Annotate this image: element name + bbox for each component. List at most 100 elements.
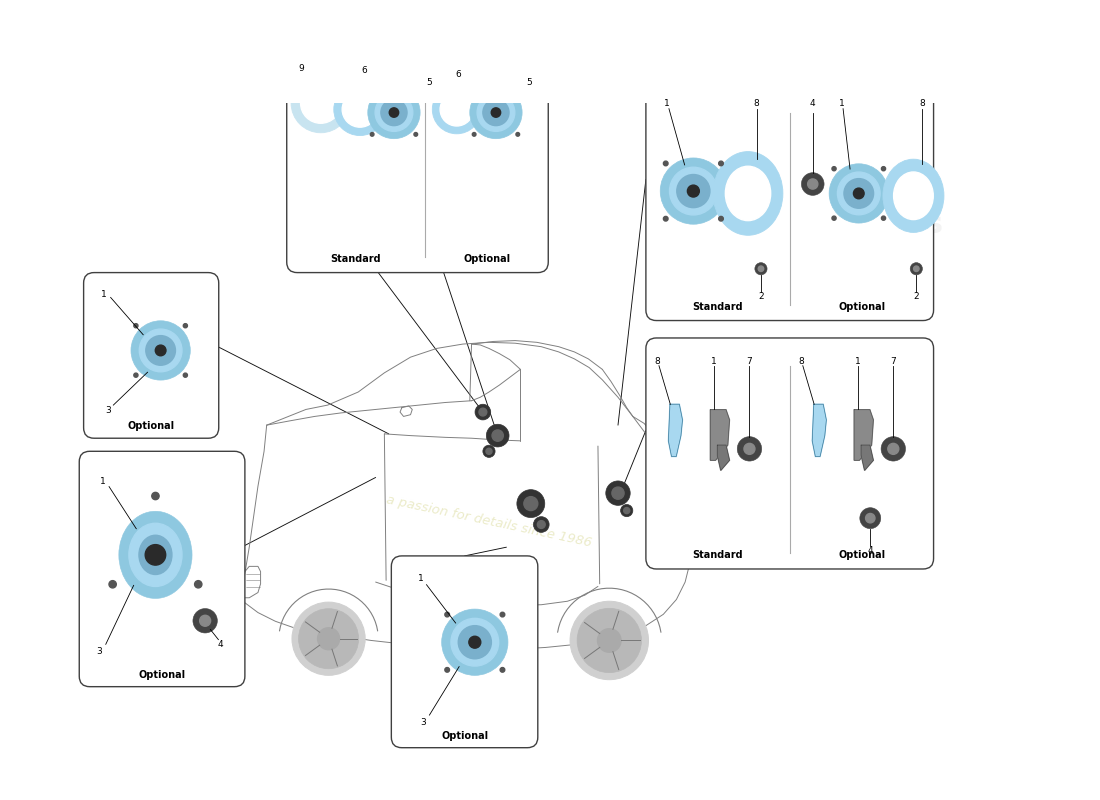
Circle shape [578,608,641,673]
Circle shape [470,86,522,138]
Circle shape [192,609,218,633]
Circle shape [477,94,515,131]
Circle shape [802,173,824,195]
Text: Optional: Optional [441,730,488,741]
Circle shape [483,99,509,126]
Circle shape [389,108,398,118]
Circle shape [744,443,755,454]
Text: 9: 9 [299,64,305,73]
Circle shape [538,521,546,529]
Circle shape [888,443,899,454]
Circle shape [145,545,166,565]
Text: 4: 4 [868,546,873,555]
Circle shape [807,179,817,189]
Circle shape [318,628,340,650]
FancyBboxPatch shape [464,621,478,631]
Text: 3: 3 [420,718,427,727]
Text: 8: 8 [654,357,660,366]
Text: 5: 5 [526,78,532,86]
FancyBboxPatch shape [84,273,219,438]
Circle shape [155,345,166,356]
Text: 8: 8 [754,99,760,109]
Circle shape [140,329,182,372]
Circle shape [475,404,491,420]
Ellipse shape [893,172,933,219]
Text: Standard: Standard [693,550,744,560]
Text: 1: 1 [100,478,106,486]
Circle shape [375,94,412,131]
Text: a passion for details since 1986: a passion for details since 1986 [385,493,593,550]
Circle shape [300,83,341,123]
Circle shape [199,615,210,626]
Circle shape [432,85,481,134]
Circle shape [663,217,668,221]
Text: 7: 7 [890,357,896,366]
Circle shape [620,505,632,517]
Circle shape [472,89,476,93]
Circle shape [832,216,836,220]
Text: 2: 2 [758,293,763,302]
Circle shape [524,497,538,510]
Circle shape [478,408,487,416]
Circle shape [881,166,886,170]
Circle shape [134,324,138,328]
FancyBboxPatch shape [392,556,538,748]
Circle shape [612,487,624,499]
Text: 1: 1 [418,574,424,583]
Circle shape [414,133,418,136]
FancyBboxPatch shape [79,451,245,686]
Text: Optional: Optional [128,422,175,431]
Circle shape [444,612,450,617]
Circle shape [676,174,710,208]
Polygon shape [861,445,873,470]
Circle shape [456,1,472,17]
Circle shape [152,492,160,500]
Polygon shape [855,410,873,460]
Circle shape [367,86,420,138]
Circle shape [444,667,450,672]
Circle shape [624,507,630,514]
FancyBboxPatch shape [646,338,934,569]
Circle shape [451,618,498,666]
Text: Standard: Standard [693,302,744,312]
Circle shape [292,74,351,133]
Polygon shape [812,404,826,457]
Text: 3: 3 [106,406,111,414]
Circle shape [844,178,873,208]
Circle shape [881,437,905,461]
Ellipse shape [119,511,192,598]
Circle shape [606,481,630,506]
Circle shape [371,133,374,136]
Polygon shape [669,404,682,457]
Circle shape [881,216,886,220]
Circle shape [414,89,418,93]
Circle shape [517,490,544,518]
Circle shape [866,514,874,523]
Circle shape [492,108,500,118]
Text: 2: 2 [913,293,920,302]
Circle shape [195,581,202,588]
FancyBboxPatch shape [646,85,934,321]
Circle shape [298,609,359,669]
Circle shape [371,89,374,93]
Text: 6: 6 [362,66,367,74]
Circle shape [516,89,519,93]
Text: 6: 6 [455,70,461,79]
Circle shape [324,1,340,17]
Circle shape [854,188,865,198]
Text: 3: 3 [97,647,102,656]
Circle shape [184,324,187,328]
Text: oe
parts: oe parts [854,176,944,238]
Circle shape [910,262,923,275]
Text: 1: 1 [711,357,717,366]
Circle shape [758,266,763,271]
Ellipse shape [713,151,783,235]
Circle shape [184,373,187,378]
Circle shape [718,161,724,166]
Circle shape [718,217,724,221]
Circle shape [516,133,519,136]
Circle shape [459,626,492,658]
Circle shape [442,609,508,675]
Circle shape [134,373,138,378]
Circle shape [109,581,117,588]
